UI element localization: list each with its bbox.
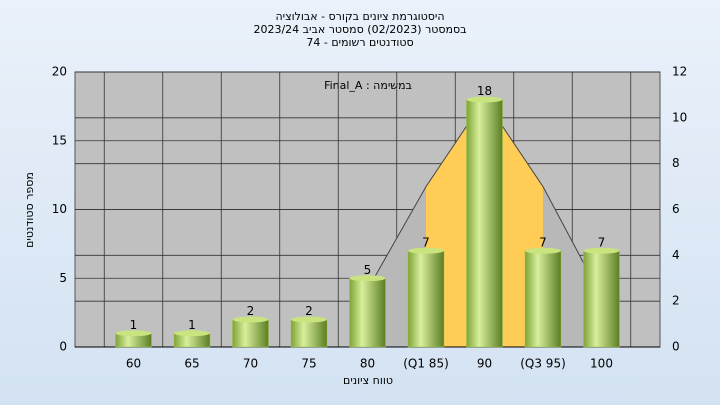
title-line: היסטוגרמת ציונים בקורס - אבולוציה — [275, 10, 444, 23]
x-tick-label: 80 — [360, 357, 375, 371]
value-label: 2 — [305, 304, 313, 318]
y-tick-label: 5 — [59, 271, 67, 285]
x-tick-label: 60 — [126, 357, 141, 371]
y2-tick-label: 0 — [672, 340, 680, 354]
y2-tick-label: 4 — [672, 248, 680, 262]
y-tick-label: 0 — [59, 340, 67, 354]
value-label: 2 — [247, 304, 255, 318]
title-line: בסמסטר (02/2023) סמסטר אביב 2023/24 — [253, 23, 466, 36]
bar — [524, 250, 562, 348]
value-label: 7 — [422, 235, 430, 249]
bar-cap — [583, 247, 620, 254]
bar — [349, 278, 386, 348]
y-tick-label: 20 — [52, 65, 67, 79]
y-tick-label: 15 — [52, 133, 67, 147]
x-axis-label: טווח ציונים — [343, 374, 393, 387]
x-tick-label: 90 — [477, 357, 492, 371]
bar-cap — [115, 330, 152, 337]
value-label: 7 — [598, 235, 606, 249]
bar-cap — [291, 316, 327, 323]
x-tick-label: (Q3 95) — [520, 357, 566, 371]
y-axis-label: מספר סטודנטים — [23, 172, 36, 248]
y2-tick-label: 6 — [672, 202, 680, 216]
value-label: 18 — [477, 84, 492, 98]
title-line: סטודנטים רשומים - 74 — [306, 36, 413, 49]
x-tick-label: 70 — [243, 357, 258, 371]
value-label: 1 — [130, 318, 138, 332]
annotation: Final_A : במשימה — [324, 79, 412, 92]
x-tick-label: 75 — [301, 357, 316, 371]
bar-cap — [408, 247, 444, 254]
bar — [583, 250, 620, 348]
y2-tick-label: 8 — [672, 156, 680, 170]
bar-cap — [525, 247, 561, 254]
y-tick-label: 10 — [52, 202, 67, 216]
value-label: 5 — [364, 263, 372, 277]
bar — [407, 250, 445, 348]
bar-cap — [174, 330, 210, 337]
bar — [466, 99, 503, 348]
y2-tick-label: 12 — [672, 65, 687, 79]
x-tick-label: (Q1 85) — [403, 357, 449, 371]
bar-cap — [466, 96, 503, 103]
bar-cap — [232, 316, 269, 323]
bar — [290, 319, 328, 348]
value-label: 1 — [188, 318, 196, 332]
value-label: 7 — [539, 235, 547, 249]
x-tick-label: 65 — [184, 357, 199, 371]
x-tick-label: 100 — [590, 357, 613, 371]
bar-cap — [349, 275, 386, 282]
y2-tick-label: 10 — [672, 110, 687, 124]
y2-tick-label: 2 — [672, 294, 680, 308]
bar — [232, 319, 269, 348]
